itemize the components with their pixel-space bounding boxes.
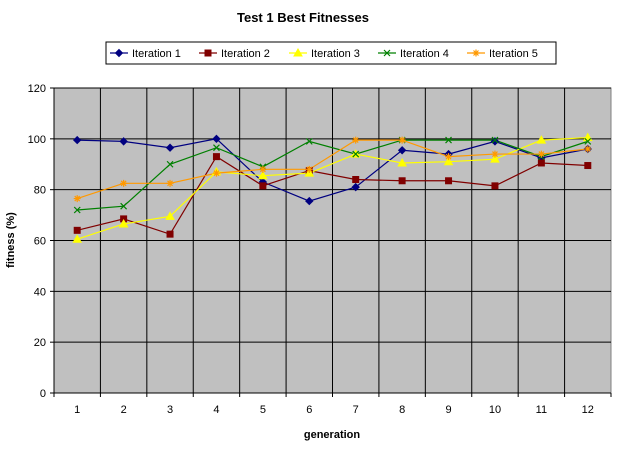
series-1-point xyxy=(397,146,407,155)
series-2-point xyxy=(352,176,360,183)
x-tick-label: 12 xyxy=(582,404,594,416)
series-4-point xyxy=(166,160,174,168)
x-tick-label: 4 xyxy=(213,404,219,416)
series-line-4 xyxy=(77,139,588,211)
x-axis-ticks: 1 2 3 4 5 6 7 8 9 10 11 12 xyxy=(53,393,612,416)
series-markers xyxy=(72,132,593,243)
y-tick-label: 120 xyxy=(28,83,46,95)
series-5-point xyxy=(305,165,313,173)
x-tick-label: 3 xyxy=(167,404,173,416)
series-5-point xyxy=(584,145,592,153)
legend-swatch-marker xyxy=(383,49,391,57)
legend-box xyxy=(105,41,557,65)
series-5-point xyxy=(120,179,128,187)
y-tick-label: 0 xyxy=(40,388,46,400)
x-tick-label: 9 xyxy=(445,404,451,416)
series-3-point xyxy=(165,211,175,220)
legend-label: Iteration 5 xyxy=(489,48,538,60)
series-4-point xyxy=(584,137,592,145)
series-4-point xyxy=(120,202,128,210)
series-4-point xyxy=(445,136,452,144)
series-1-point xyxy=(490,137,500,146)
series-4-point xyxy=(73,206,81,214)
series-1-point xyxy=(351,182,360,192)
series-2-point xyxy=(166,230,174,238)
series-3-point xyxy=(72,234,83,243)
series-2-point xyxy=(212,153,220,161)
legend-swatch-marker xyxy=(114,48,124,58)
legend-swatch-marker xyxy=(472,49,480,57)
y-axis-label: fitness (%) xyxy=(5,212,17,268)
series-5-point xyxy=(212,169,220,177)
y-tick-label: 20 xyxy=(34,337,46,349)
series-line-2 xyxy=(77,155,588,235)
x-tick-label: 5 xyxy=(260,404,266,416)
x-tick-label: 7 xyxy=(353,404,359,416)
series-1-point xyxy=(212,134,221,144)
series-2-point xyxy=(73,226,81,234)
y-tick-label: 40 xyxy=(34,286,46,298)
chart-title: Test 1 Best Fitnesses xyxy=(237,10,369,25)
series-2-point xyxy=(259,182,267,190)
series-3-point xyxy=(490,154,500,163)
series-5-point xyxy=(445,153,453,161)
series-1-point xyxy=(73,135,82,145)
series-4-point xyxy=(213,144,220,152)
series-4-point xyxy=(491,136,499,144)
series-4-point xyxy=(352,150,360,158)
series-5-point xyxy=(259,165,267,173)
series-2-point xyxy=(491,182,499,190)
x-tick-label: 2 xyxy=(121,404,127,416)
legend-label: Iteration 4 xyxy=(400,48,449,60)
series-5-point xyxy=(491,150,499,158)
series-line-1 xyxy=(77,138,588,202)
series-lines xyxy=(77,136,588,240)
legend-swatch-marker xyxy=(204,49,212,57)
x-axis-label: generation xyxy=(304,429,361,441)
series-5-point xyxy=(398,136,406,144)
x-tick-label: 1 xyxy=(74,404,80,416)
series-2-point xyxy=(537,159,545,167)
series-4-point xyxy=(305,137,313,145)
x-tick-label: 11 xyxy=(536,404,547,416)
legend: Iteration 1 Iteration 2 Iteration 3 Iterati… xyxy=(105,41,557,65)
x-tick-label: 8 xyxy=(399,404,405,416)
series-3-point xyxy=(443,156,454,166)
series-line-5 xyxy=(77,139,588,200)
series-5-point xyxy=(537,150,545,158)
legend-label: Iteration 1 xyxy=(132,48,181,60)
series-1-point xyxy=(119,137,128,146)
legend-label: Iteration 2 xyxy=(221,48,270,60)
series-3-point xyxy=(118,218,129,228)
series-5-point xyxy=(166,179,174,187)
series-2-point xyxy=(398,177,406,185)
x-tick-label: 6 xyxy=(306,404,312,416)
series-2-point xyxy=(584,162,592,170)
legend-swatch-marker xyxy=(293,47,303,57)
y-tick-label: 60 xyxy=(34,236,46,248)
y-tick-label: 80 xyxy=(34,185,46,197)
series-3-point xyxy=(397,157,407,167)
x-tick-label: 10 xyxy=(489,404,501,416)
series-5-point xyxy=(352,136,360,144)
series-1-point xyxy=(165,143,175,152)
series-line-3 xyxy=(77,136,588,240)
series-3-point xyxy=(258,170,268,180)
series-5-point xyxy=(73,195,81,203)
series-1-point xyxy=(305,196,314,206)
y-tick-label: 100 xyxy=(28,134,46,146)
legend-label: Iteration 3 xyxy=(311,48,360,60)
series-3-point xyxy=(536,135,547,144)
y-axis-ticks: 0 20 40 60 80 100 120 xyxy=(28,83,54,400)
series-2-point xyxy=(445,177,453,185)
